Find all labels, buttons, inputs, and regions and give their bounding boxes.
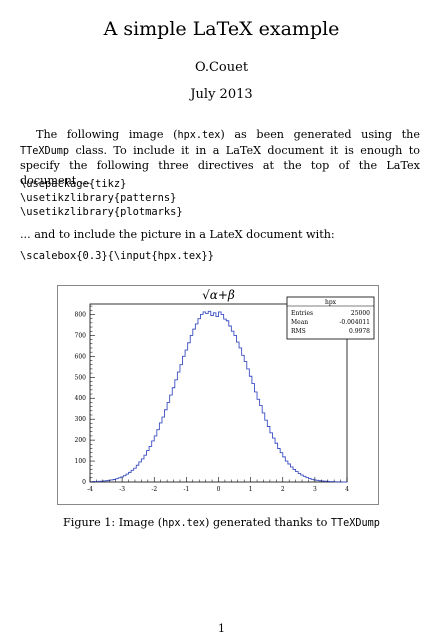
x-tick-label: 2	[281, 486, 285, 493]
stats-title: hpx	[325, 299, 337, 306]
intro-text-b: ) as been generated using the	[220, 128, 420, 141]
histogram-chart: √α+β -4 -3 -2 -1 0 1 2 3 4 0 100 200 300 400 500 600 700 8…	[75, 288, 375, 493]
stats-label: RMS	[291, 328, 306, 335]
intro-paragraph: The following image (hpx.tex) as been ge…	[20, 128, 420, 188]
caption-code-ttexdump: TTeXDump	[330, 518, 380, 529]
intro-code-ttexdump: TTeXDump	[20, 145, 70, 157]
caption-text-b: ) generated thanks to	[205, 516, 331, 529]
y-tick-label: 300	[75, 416, 87, 423]
code-block-directives: \usepackage{tikz} \usetikzlibrary{pattern…	[20, 177, 183, 219]
y-tick-label: 500	[75, 374, 87, 381]
document-title: A simple LaTeX example	[103, 18, 340, 40]
caption-text-a: Figure 1: Image (	[63, 516, 163, 529]
chart-title: √α+β	[202, 288, 235, 302]
code-line: \usetikzlibrary{patterns}	[20, 192, 177, 204]
y-tick-label: 400	[75, 395, 87, 402]
intro-text-c: class. To include it in a LaTeX document…	[20, 143, 420, 187]
x-tick-label: 4	[345, 486, 349, 493]
stats-box	[286, 296, 375, 340]
code-block-scalebox: \scalebox{0.3}{\input{hpx.tex}}	[20, 250, 214, 262]
caption-code-hpx: hpx.tex	[162, 518, 206, 529]
intro-text-a: The following image (	[36, 128, 178, 141]
stats-value: -0.004011	[339, 319, 370, 326]
stats-label: Mean	[291, 319, 308, 326]
y-tick-label: 600	[75, 353, 87, 360]
y-tick-label: 100	[75, 458, 87, 465]
y-tick-label: 200	[75, 437, 87, 444]
x-tick-label: 3	[313, 486, 317, 493]
x-tick-label: -1	[183, 486, 189, 493]
page-number: 1	[218, 622, 225, 635]
y-tick-label: 0	[82, 479, 86, 486]
code-line: \usepackage{tikz}	[20, 178, 127, 190]
include-paragraph: ... and to include the picture in a Late…	[20, 228, 335, 241]
histogram-figure: √α+β -4 -3 -2 -1 0 1 2 3 4 0 100 200 300 400 500 600 700 8…	[57, 285, 379, 505]
document-author: O.Couet	[194, 60, 249, 75]
x-tick-label: -2	[151, 486, 157, 493]
figure-caption: Figure 1: Image (hpx.tex) generated than…	[0, 516, 443, 529]
x-tick-label: 0	[217, 486, 221, 493]
histogram-series-line	[89, 310, 347, 483]
x-tick-label: -3	[119, 486, 125, 493]
stats-value: 0.9978	[349, 328, 370, 335]
document-date: July 2013	[190, 87, 253, 102]
x-tick-label: 1	[249, 486, 253, 493]
code-line: \usetikzlibrary{plotmarks}	[20, 206, 183, 218]
y-tick-label: 800	[75, 311, 87, 318]
y-tick-label: 700	[75, 332, 87, 339]
intro-code-hpx: hpx.tex	[177, 130, 221, 141]
stats-value: 25000	[351, 310, 370, 317]
stats-label: Entries	[291, 310, 313, 317]
x-tick-label: -4	[87, 486, 93, 493]
